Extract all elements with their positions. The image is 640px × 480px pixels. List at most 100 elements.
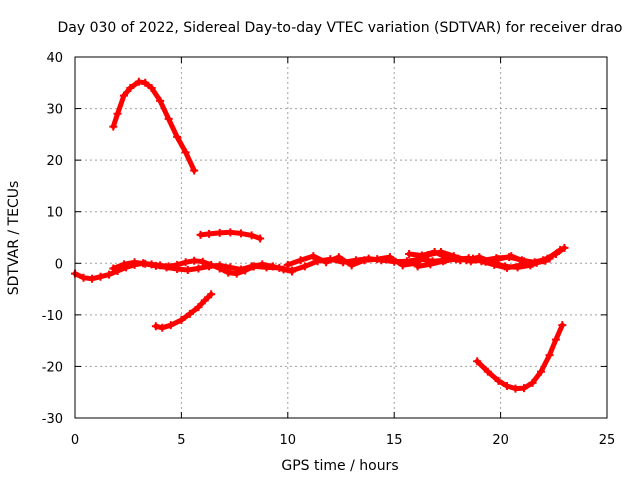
data-point (560, 243, 569, 252)
tick-layer (74, 56, 608, 419)
data-point (249, 262, 258, 271)
data-point (194, 303, 203, 312)
data-point (119, 91, 128, 100)
data-point (275, 263, 284, 272)
data-point (79, 273, 88, 282)
data-point (373, 255, 382, 264)
data-point (190, 256, 199, 265)
data-point (151, 322, 160, 331)
data-point (262, 263, 271, 272)
y-tick-label: -20 (42, 360, 63, 375)
data-point (109, 264, 118, 273)
x-tick-label: 10 (280, 433, 297, 448)
data-point (502, 382, 511, 391)
data-point (224, 268, 233, 277)
data-point (183, 265, 192, 274)
data-point (181, 258, 190, 267)
data-point (507, 252, 516, 261)
y-tick-label: -10 (42, 309, 63, 324)
data-point (511, 384, 520, 393)
data-point (558, 321, 567, 330)
data-point (545, 254, 554, 263)
data-point (173, 264, 182, 273)
x-tick-label: 5 (177, 433, 185, 448)
chart-title: Day 030 of 2022, Sidereal Day-to-day VTE… (57, 20, 622, 36)
data-point (215, 261, 224, 270)
data-point (490, 260, 499, 269)
data-point (494, 376, 503, 385)
data-point (141, 78, 150, 87)
data-point (156, 96, 165, 105)
data-point (283, 260, 292, 269)
data-point (296, 256, 305, 265)
data-point (205, 262, 214, 271)
data-point (309, 252, 318, 261)
data-point (417, 251, 426, 260)
data-point (430, 247, 439, 256)
data-point (334, 253, 343, 262)
data-point (207, 290, 216, 299)
data-point (502, 263, 511, 272)
y-tick-label: 40 (46, 51, 63, 66)
y-tick-label: 30 (46, 103, 63, 118)
data-point (196, 230, 205, 239)
data-point (528, 378, 537, 387)
data-point (164, 114, 173, 123)
data-point (247, 231, 256, 240)
data-point (551, 335, 560, 344)
data-point (439, 257, 448, 266)
data-point (451, 255, 460, 264)
data-point (226, 228, 235, 237)
data-point (113, 109, 122, 118)
data-point (494, 255, 503, 264)
data-point (360, 256, 369, 265)
data-point (477, 257, 486, 266)
x-axis-label: GPS time / hours (281, 458, 398, 474)
x-tick-label: 15 (386, 433, 403, 448)
data-point (147, 83, 156, 92)
data-point (151, 261, 160, 270)
data-point (236, 265, 245, 274)
data-point (300, 262, 309, 271)
data-point (134, 77, 143, 86)
data-point (256, 234, 265, 243)
data-point (541, 256, 550, 265)
data-point (96, 272, 105, 281)
x-tick-label: 20 (492, 433, 509, 448)
plot-frame (74, 56, 608, 419)
data-point (464, 254, 473, 263)
data-point (226, 263, 235, 272)
data-point (205, 229, 214, 238)
data-point (528, 259, 537, 268)
data-point (200, 296, 209, 305)
data-point (385, 253, 394, 262)
x-tick-label: 25 (599, 433, 616, 448)
data-point (126, 83, 135, 92)
data-point (473, 357, 482, 366)
data-point (194, 264, 203, 273)
data-point (173, 132, 182, 141)
grid-layer (75, 57, 607, 418)
data-point (119, 260, 128, 269)
y-tick-label: 10 (46, 206, 63, 221)
data-point (483, 367, 492, 376)
y-tick-label: 20 (46, 154, 63, 169)
y-tick-label: -30 (42, 412, 63, 427)
data-point (181, 148, 190, 157)
data-point (141, 259, 150, 268)
data-point (130, 258, 139, 267)
series-trace-arc-low-left (153, 291, 214, 331)
data-point (545, 351, 554, 360)
data-point (288, 266, 297, 275)
data-point (520, 384, 529, 393)
data-point (215, 228, 224, 237)
data-point (109, 122, 118, 131)
y-axis-label: SDTVAR / TECUs (6, 181, 22, 296)
y-tick-label: 0 (55, 257, 63, 272)
label-layer: 0 5 10 15 20 25 -30 -20 -10 0 10 20 30 40 (42, 51, 616, 448)
data-point (185, 309, 194, 318)
data-point (177, 316, 186, 325)
data-point (166, 321, 175, 330)
data-point (322, 258, 331, 267)
